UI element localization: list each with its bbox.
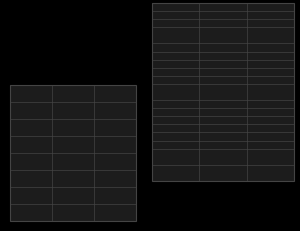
Bar [152,4,294,181]
Bar [10,86,136,221]
Bar [10,86,136,221]
Bar [152,4,294,181]
